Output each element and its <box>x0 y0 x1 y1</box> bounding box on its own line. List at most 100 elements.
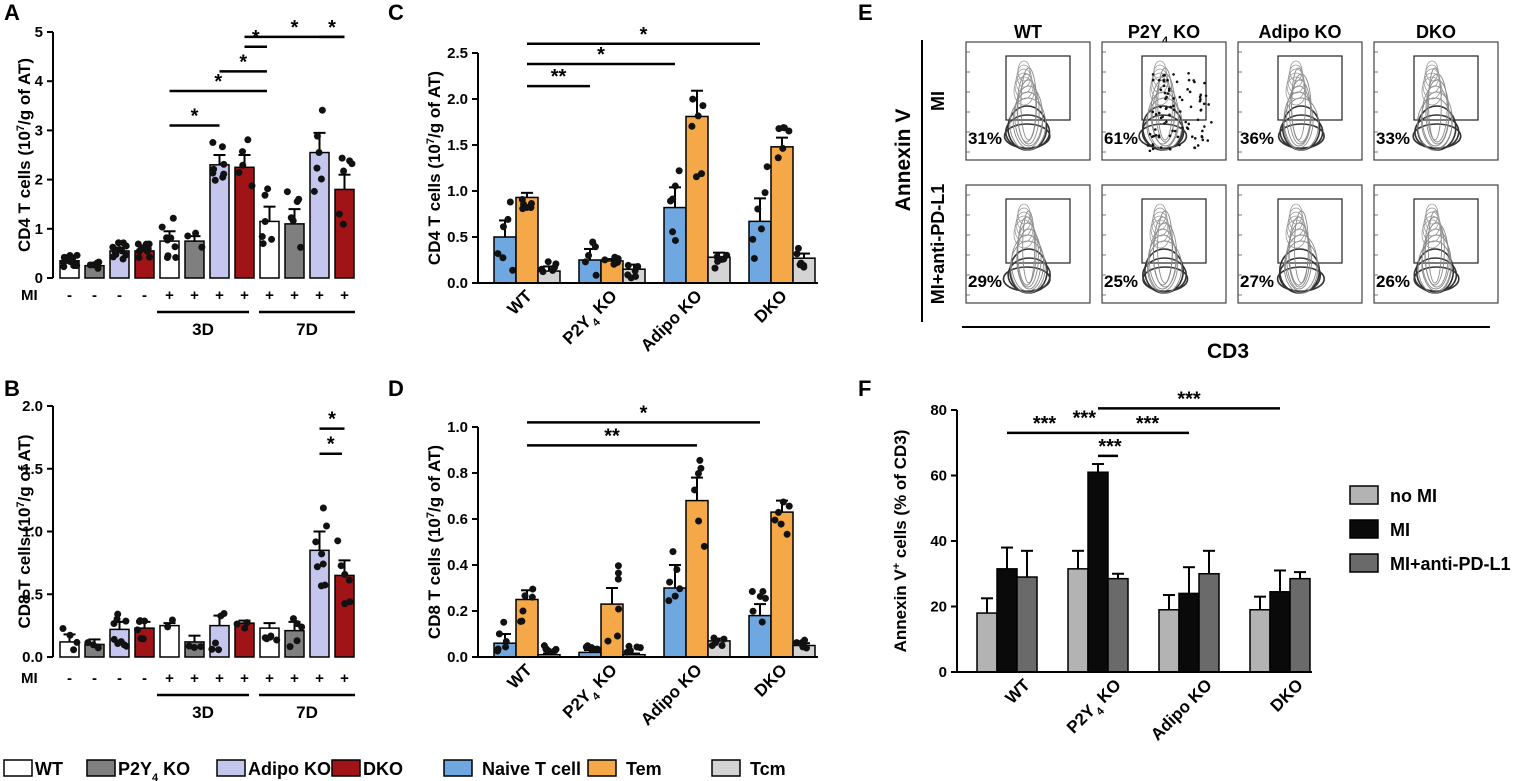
data-point-A <box>163 236 171 244</box>
data-point-B <box>312 538 320 546</box>
flow-event-dot <box>1159 105 1162 109</box>
data-point-B <box>113 615 121 623</box>
data-point-D <box>783 530 791 538</box>
flow-event-dot <box>1199 93 1203 97</box>
data-point-C <box>763 163 771 171</box>
flow-contour <box>1421 219 1443 249</box>
y-axis-label-B: CD8 T cells (107/g of AT) <box>15 434 34 628</box>
data-point-C <box>754 205 762 213</box>
flow-contour <box>1279 114 1324 150</box>
category-label-F: WT <box>1002 675 1035 708</box>
flow-plot-frame <box>1101 41 1227 161</box>
y-tick-label-F: 20 <box>930 599 947 616</box>
flow-column-label: P2Y4 KO <box>1128 22 1200 47</box>
legend-label-part: WT <box>35 759 63 779</box>
data-point-A <box>118 247 126 255</box>
flow-event-dot <box>1162 74 1165 77</box>
y-tick-label-D: 0.6 <box>447 511 468 528</box>
data-point-C <box>601 256 609 264</box>
flow-contour <box>1413 257 1458 293</box>
data-point-A <box>315 149 323 157</box>
legends: WT P2Y4 KO Adipo KO DKO Naive T cell Tem Tcmno… <box>3 485 1511 781</box>
legend-swatch <box>3 759 33 777</box>
mi-sign-B: + <box>340 670 349 687</box>
data-point-A <box>115 239 123 247</box>
flow-plot-frame <box>965 184 1091 304</box>
flow-contour <box>1285 219 1307 249</box>
bar-C <box>663 206 687 284</box>
mi-sign-B: + <box>265 670 274 687</box>
significance-label-A: * <box>191 105 199 127</box>
flow-event-dot <box>1181 126 1184 129</box>
data-point-D <box>798 638 806 646</box>
bar-A <box>284 223 305 279</box>
data-point-B <box>273 636 281 644</box>
legend-swatch <box>711 759 741 777</box>
bar-F <box>1016 576 1038 673</box>
data-point-C <box>749 235 757 243</box>
data-point-D <box>518 617 526 625</box>
flow-contour <box>1016 207 1032 231</box>
data-point-D <box>636 644 644 652</box>
data-point-B <box>313 563 321 571</box>
flow-contour <box>1283 240 1319 294</box>
flow-contour <box>1013 76 1035 106</box>
data-point-D <box>494 645 502 653</box>
category-label-C-part: Adipo KO <box>637 286 706 355</box>
y-tick-label-C: 1.5 <box>447 137 468 154</box>
flow-event-dot <box>1151 73 1155 76</box>
data-point-D <box>588 645 596 653</box>
data-point-D <box>748 588 756 596</box>
flow-row-label: MI <box>928 91 948 111</box>
y-tick-label-F: 40 <box>930 533 947 550</box>
panel-label-c: C <box>388 0 404 25</box>
category-label-D: WT <box>504 660 537 693</box>
flow-event-dot <box>1175 80 1179 84</box>
y-axis-label-A-part: CD4 T cells (10 <box>15 131 34 252</box>
bar-A <box>259 220 280 279</box>
bar-F <box>1087 471 1109 673</box>
y-axis-label-F-part: cells (% of CD3) <box>891 430 910 563</box>
data-point-C <box>504 215 512 223</box>
category-label-F-part: KO <box>1090 675 1125 710</box>
data-point-A <box>60 258 68 266</box>
flow-gate <box>1413 55 1479 121</box>
data-point-D <box>552 645 560 653</box>
data-point-D <box>625 642 633 650</box>
data-point-C <box>527 204 535 212</box>
flow-gate-percent: 33% <box>1376 129 1410 148</box>
mi-sign-A: + <box>290 287 299 304</box>
mi-sign-B: + <box>215 670 224 687</box>
flow-event-dot <box>1162 80 1166 83</box>
flow-contour <box>1151 211 1169 237</box>
significance-label-B: * <box>327 434 335 456</box>
category-label-D: P2Y4 KO <box>559 660 624 725</box>
flow-contour <box>1004 114 1051 150</box>
flow-event-dot <box>1178 95 1182 99</box>
data-point-C <box>494 250 502 258</box>
data-point-A <box>348 160 356 168</box>
flow-contour <box>1421 228 1450 290</box>
flow-contour <box>1287 68 1305 94</box>
flow-event-dot <box>1200 135 1204 139</box>
y-tick-label-B: 1.5 <box>22 461 43 478</box>
flow-contour <box>1014 85 1044 147</box>
significance-label-F: *** <box>1073 407 1097 429</box>
data-point-B <box>233 620 241 628</box>
data-point-C <box>624 271 632 279</box>
flow-event-dot <box>1153 128 1157 131</box>
data-point-C <box>666 197 674 205</box>
data-point-D <box>521 592 529 600</box>
data-point-D <box>718 641 726 649</box>
significance-label-C: * <box>597 44 605 66</box>
flow-column-label-part: DKO <box>1416 22 1456 42</box>
data-point-A <box>146 253 154 261</box>
flow-contour <box>1288 64 1304 88</box>
data-point-C <box>750 254 758 262</box>
flow-event-dot <box>1165 120 1168 124</box>
data-point-D <box>528 593 536 601</box>
flow-contour <box>1422 215 1442 243</box>
data-point-C <box>506 198 514 206</box>
data-point-C <box>692 173 700 181</box>
